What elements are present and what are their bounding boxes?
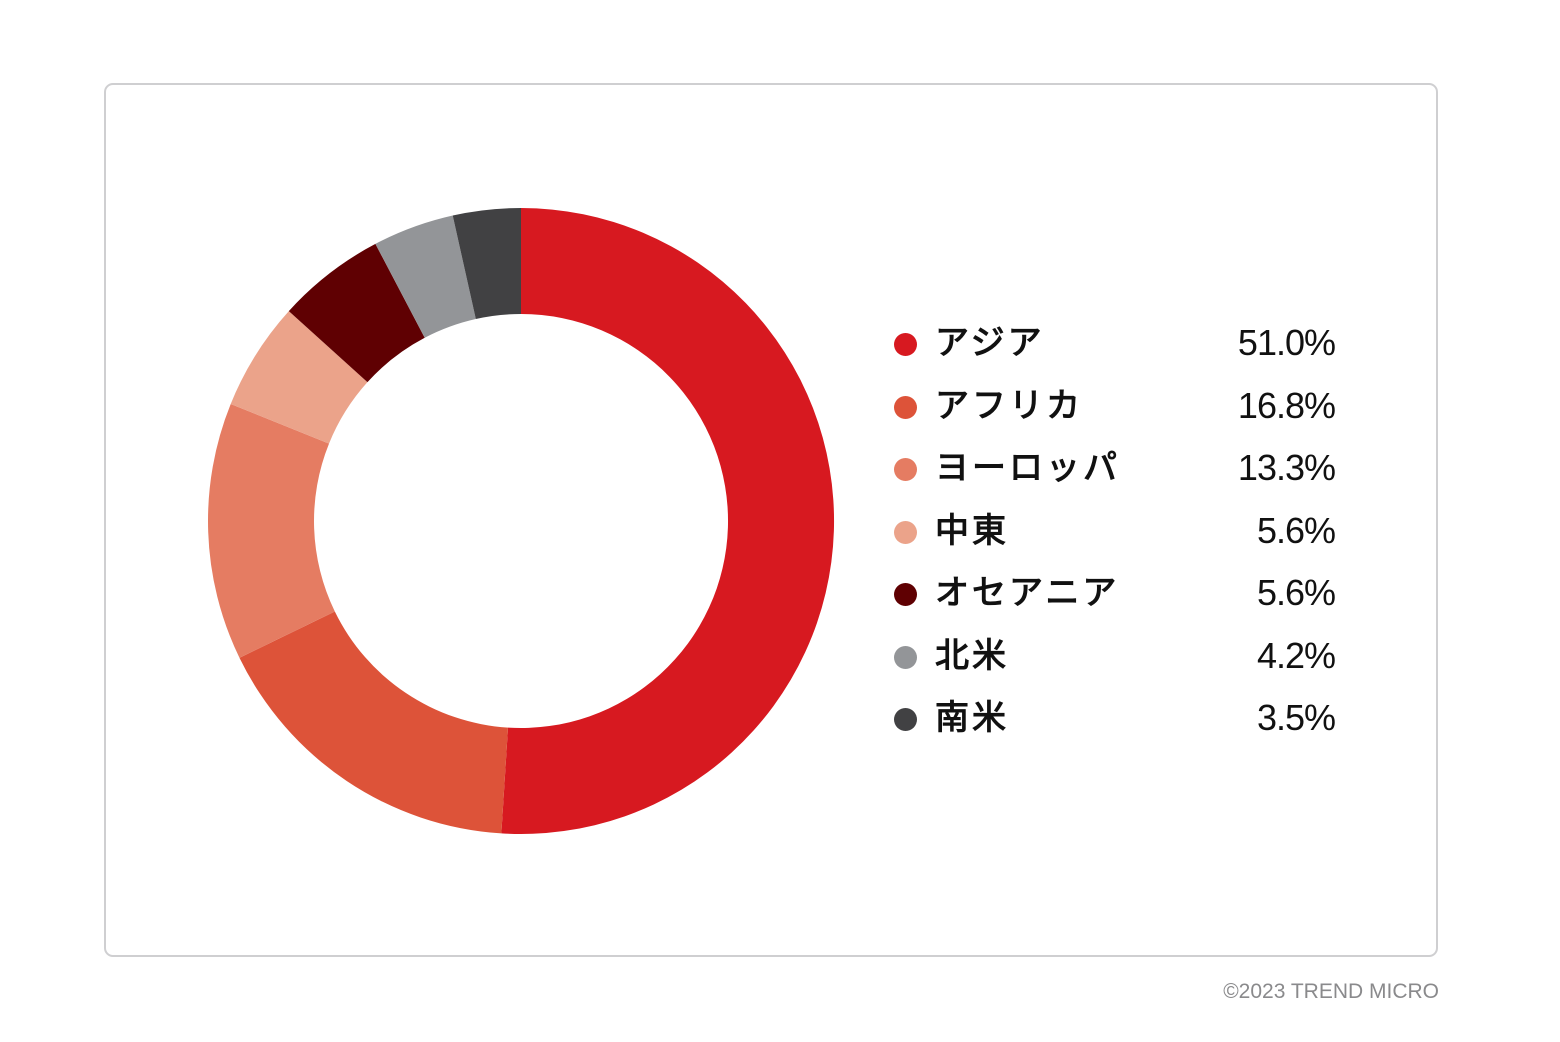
- legend-item: 北米 4.2%: [894, 628, 1339, 691]
- donut-slice-7: [452, 208, 521, 319]
- legend-value: 5.6%: [1256, 572, 1336, 613]
- chart-legend: アジア 51.0% アフリカ 16.8% ヨーロッパ 13.3% 中東 5.6% オセアニア 5.…: [894, 315, 1339, 753]
- legend-label: ヨーロッパ: [935, 448, 1120, 488]
- donut-slice-4: [230, 311, 368, 444]
- legend-value: 51.0%: [1237, 322, 1336, 363]
- legend-swatch: [894, 583, 917, 606]
- legend-swatch: [894, 708, 917, 731]
- legend-swatch: [894, 333, 917, 356]
- legend-value: 13.3%: [1237, 447, 1336, 488]
- legend-item: オセアニア 5.6%: [894, 565, 1339, 628]
- donut-slice-1: [501, 208, 835, 834]
- legend-item: アフリカ 16.8%: [894, 378, 1339, 441]
- legend-swatch: [894, 645, 917, 669]
- legend-swatch: [894, 458, 917, 481]
- donut-slice-6: [375, 215, 476, 338]
- copyright-text: ©2023 TREND MICRO: [1223, 980, 1439, 1003]
- legend-value: 4.2%: [1256, 634, 1336, 676]
- donut-slice-5: [288, 243, 425, 383]
- legend-item: 中東 5.6%: [894, 503, 1339, 566]
- legend-label: 南米: [935, 698, 1009, 738]
- legend-label: アジア: [935, 323, 1045, 363]
- legend-swatch: [894, 395, 917, 419]
- legend-label: アフリカ: [935, 385, 1083, 426]
- legend-item: ヨーロッパ 13.3%: [894, 440, 1339, 503]
- legend-value: 16.8%: [1237, 384, 1336, 426]
- legend-label: 中東: [935, 510, 1009, 551]
- donut-slice-3: [208, 403, 335, 658]
- legend-label: オセアニア: [935, 573, 1120, 613]
- legend-label: 北米: [935, 635, 1009, 676]
- legend-value: 3.5%: [1256, 697, 1336, 738]
- legend-item: アジア 51.0%: [894, 315, 1339, 378]
- legend-item: 南米 3.5%: [894, 690, 1339, 753]
- donut-slice-2: [239, 611, 509, 834]
- legend-value: 5.6%: [1256, 509, 1336, 551]
- legend-swatch: [894, 520, 917, 544]
